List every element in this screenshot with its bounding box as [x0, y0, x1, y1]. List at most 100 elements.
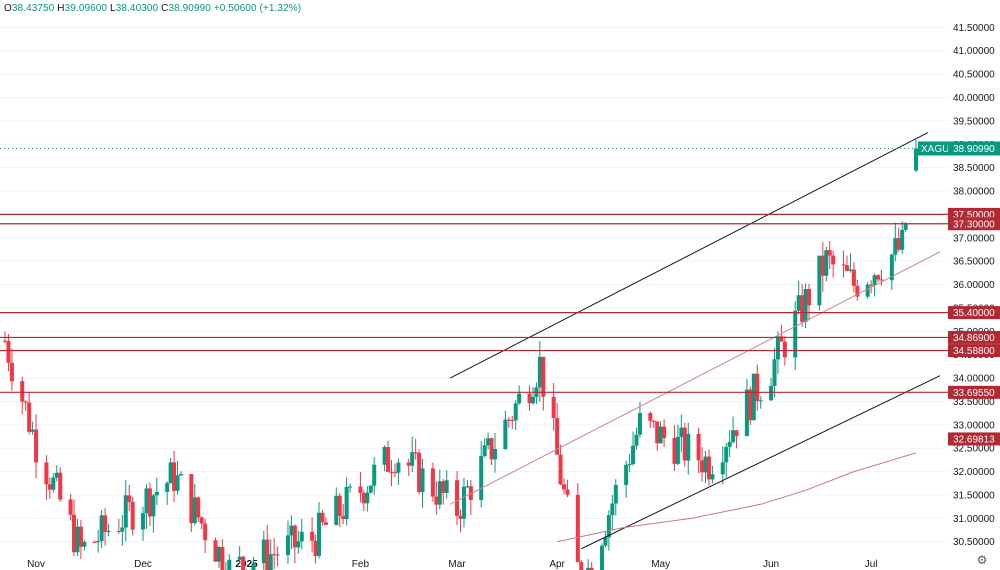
- candle-body: [337, 495, 342, 517]
- candle-body: [541, 356, 546, 397]
- candle-body: [627, 463, 632, 465]
- candle-body: [558, 454, 563, 485]
- change-value: +0.50600 (+1.32%): [213, 3, 302, 14]
- candle-body: [196, 497, 201, 518]
- candle-body: [265, 539, 270, 570]
- candle-body: [368, 485, 373, 493]
- candle-body: [651, 420, 656, 422]
- candle-body: [731, 430, 736, 442]
- candle-body: [299, 531, 304, 542]
- candle-body: [510, 419, 515, 421]
- candle-body: [75, 526, 80, 553]
- candle-body: [682, 427, 687, 461]
- candle-body: [213, 540, 218, 562]
- y-tick-label: 31.50000: [953, 490, 995, 501]
- low-value: 38.40300: [115, 3, 159, 14]
- candle-body: [92, 541, 97, 543]
- candle-body: [506, 419, 511, 421]
- candle-body: [34, 429, 39, 463]
- candle-body: [710, 474, 715, 480]
- y-tick-label: 34.00000: [953, 374, 995, 385]
- level-label-box: [948, 344, 1000, 358]
- candle-body: [261, 539, 266, 564]
- candle-body: [513, 403, 518, 421]
- candle-body: [872, 275, 877, 286]
- candle-body: [382, 447, 387, 465]
- low-key: L: [110, 3, 116, 14]
- candle-body: [30, 429, 35, 432]
- candle-body: [755, 373, 760, 401]
- candle-body: [827, 250, 832, 256]
- candle-body: [123, 495, 128, 528]
- level-label-box: [948, 385, 1000, 399]
- candle-body: [120, 527, 125, 532]
- candle-body: [606, 515, 611, 538]
- candle-body: [130, 501, 135, 530]
- candle-body: [772, 359, 777, 386]
- candle-body: [47, 484, 52, 490]
- candle-body: [272, 554, 277, 556]
- symbol-tag-box: [918, 141, 948, 156]
- candle-body: [348, 486, 353, 488]
- candle-body: [313, 540, 318, 556]
- candle-body: [800, 295, 805, 322]
- candle-body: [575, 494, 580, 563]
- candle-body: [323, 522, 328, 525]
- candle-body: [27, 402, 32, 432]
- candle-body: [900, 229, 905, 250]
- candle-body: [3, 340, 7, 342]
- candle-body: [489, 438, 494, 460]
- candle-body: [603, 537, 608, 546]
- candle-body: [199, 517, 204, 524]
- channel-upper-line: [449, 132, 929, 379]
- candle-body: [503, 419, 508, 450]
- moving-average-line: [556, 452, 917, 543]
- candle-body: [172, 462, 177, 491]
- candle-body: [876, 275, 881, 280]
- y-tick-label: 37.00000: [953, 233, 995, 244]
- settings-gear-icon[interactable]: ⚙: [976, 553, 988, 567]
- x-tick-label: Jun: [763, 559, 779, 570]
- y-tick-label: 31.00000: [953, 514, 995, 525]
- candle-body: [341, 516, 346, 520]
- candle-body: [807, 288, 812, 306]
- candle-body: [251, 563, 256, 570]
- candle-body: [527, 393, 532, 404]
- candle-body: [106, 530, 111, 532]
- x-tick-label: Mar: [448, 559, 466, 570]
- close-key: C: [161, 3, 169, 14]
- candle-body: [386, 447, 391, 472]
- open-key: O: [4, 3, 12, 14]
- symbol-tag: XAGUSD: [921, 144, 963, 155]
- candle-body: [82, 541, 87, 547]
- candle-body: [865, 284, 870, 297]
- candle-body: [372, 464, 377, 486]
- candle-body: [844, 265, 849, 271]
- candle-body: [551, 396, 556, 419]
- candle-body: [9, 362, 14, 382]
- y-tick-label: 38.00000: [953, 187, 995, 198]
- candle-body: [413, 452, 418, 454]
- candle-body: [334, 495, 339, 525]
- candle-body: [441, 481, 446, 493]
- candle-body: [555, 418, 560, 455]
- candle-body: [751, 373, 756, 421]
- candle-body: [458, 515, 463, 519]
- candle-body: [99, 515, 104, 541]
- candle-body: [586, 567, 591, 570]
- candle-body: [820, 255, 825, 276]
- open-value: 38.43750: [11, 3, 55, 14]
- y-tick-label: 32.00000: [953, 467, 995, 478]
- candle-body: [392, 472, 397, 474]
- candle-body: [579, 562, 584, 570]
- y-tick-label: 36.00000: [953, 280, 995, 291]
- candle-body: [285, 535, 290, 556]
- ohlc-legend: O38.43750 H39.09600 L38.40300 C38.90990 …: [4, 3, 301, 14]
- candle-body: [896, 238, 901, 250]
- level-label: 37.50000: [953, 210, 995, 221]
- candle-body: [851, 269, 856, 286]
- x-tick-label: Jul: [865, 559, 878, 570]
- candle-body: [537, 356, 542, 388]
